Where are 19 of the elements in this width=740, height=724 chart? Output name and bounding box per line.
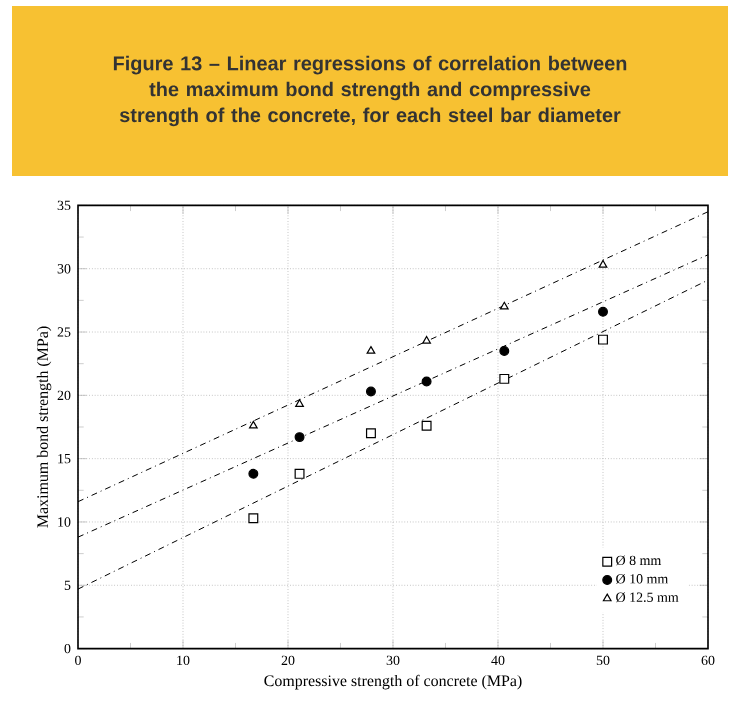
point (598, 259, 608, 268)
chart-title: Figure 13 – Linear regressions of correlation between the maximum bond strength and compressive strength of the concrete, for each steel bar diameter (113, 55, 627, 127)
point (294, 432, 305, 443)
point (295, 399, 304, 407)
point (294, 468, 305, 479)
point (421, 376, 432, 387)
point (248, 513, 259, 524)
point (598, 334, 608, 345)
point (365, 386, 376, 397)
point (421, 420, 432, 431)
point (422, 335, 431, 344)
point (365, 428, 376, 439)
point (499, 373, 510, 384)
point (499, 346, 510, 357)
point (248, 420, 258, 429)
point (499, 301, 509, 310)
point (366, 346, 376, 354)
point (248, 468, 259, 479)
point (598, 306, 608, 317)
